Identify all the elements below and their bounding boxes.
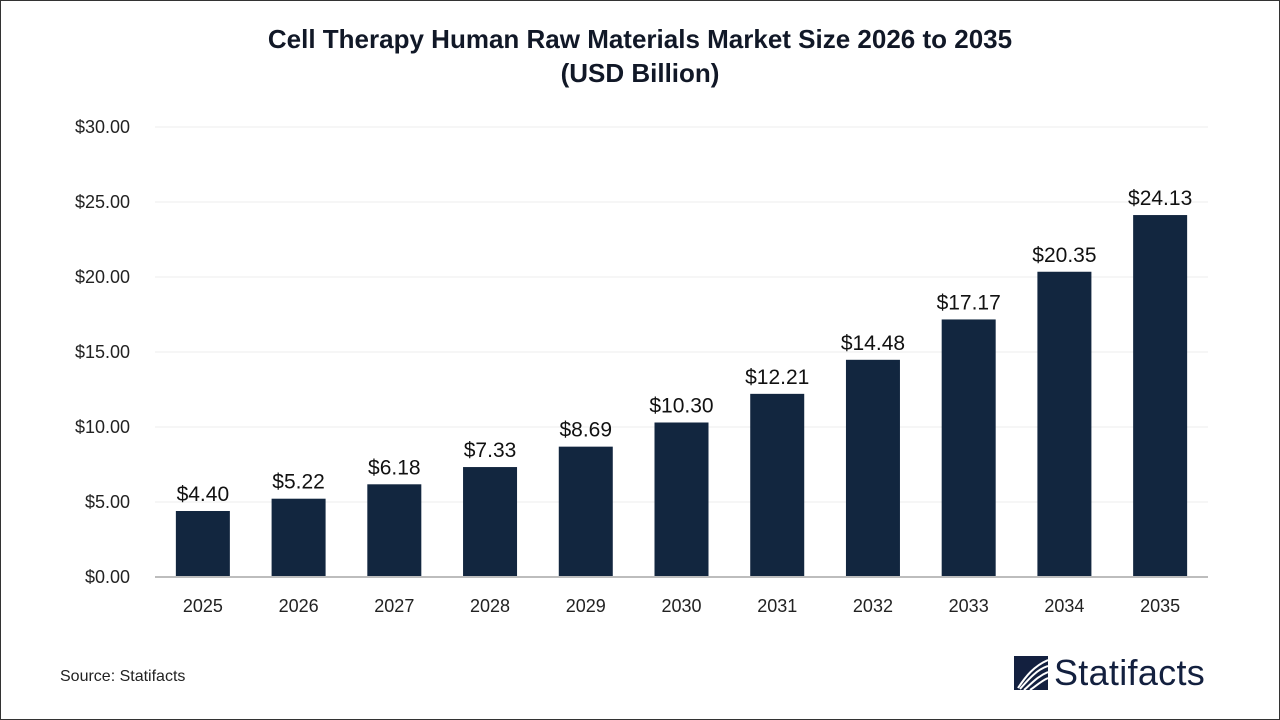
source-note: Source: Statifacts xyxy=(60,668,186,685)
chart-title: Cell Therapy Human Raw Materials Market … xyxy=(267,24,1013,54)
y-tick-label: $10.00 xyxy=(75,417,130,437)
y-tick-label: $15.00 xyxy=(75,342,130,362)
data-label: $8.69 xyxy=(559,419,612,442)
data-label: $24.13 xyxy=(1128,187,1192,210)
x-tick-label: 2034 xyxy=(1044,596,1084,616)
data-label: $10.30 xyxy=(649,395,713,418)
data-label: $20.35 xyxy=(1032,244,1096,267)
bar xyxy=(463,467,518,577)
y-tick-label: $30.00 xyxy=(75,117,130,137)
chart-subtitle: (USD Billion) xyxy=(560,58,720,88)
data-label: $6.18 xyxy=(368,456,421,479)
x-tick-label: 2035 xyxy=(1140,596,1180,616)
data-label: $14.48 xyxy=(841,332,905,355)
bar xyxy=(1133,215,1188,578)
data-label: $17.17 xyxy=(937,291,1001,314)
y-tick-label: $25.00 xyxy=(75,192,130,212)
data-label: $5.22 xyxy=(272,471,325,494)
data-label: $7.33 xyxy=(464,439,517,462)
bar xyxy=(654,422,709,577)
x-tick-label: 2031 xyxy=(757,596,797,616)
x-tick-label: 2033 xyxy=(949,596,989,616)
bar xyxy=(271,498,326,577)
statifacts-logo: Statifacts xyxy=(1014,652,1205,694)
data-label: $12.21 xyxy=(745,366,809,389)
bar xyxy=(367,484,422,577)
x-tick-label: 2025 xyxy=(183,596,223,616)
bar xyxy=(845,359,900,577)
bar xyxy=(941,319,996,577)
x-tick-label: 2026 xyxy=(279,596,319,616)
x-tick-label: 2032 xyxy=(853,596,893,616)
bar xyxy=(558,446,613,577)
x-tick-label: 2028 xyxy=(470,596,510,616)
x-tick-label: 2029 xyxy=(566,596,606,616)
x-tick-label: 2030 xyxy=(661,596,701,616)
y-tick-label: $5.00 xyxy=(85,492,130,512)
bar xyxy=(175,511,230,577)
y-tick-label: $20.00 xyxy=(75,267,130,287)
bar xyxy=(750,393,805,577)
y-tick-label: $0.00 xyxy=(85,567,130,587)
logo-text: Statifacts xyxy=(1054,652,1206,693)
bar xyxy=(1037,271,1092,577)
x-tick-label: 2027 xyxy=(374,596,414,616)
statifacts-logo-icon xyxy=(1014,656,1048,690)
data-label: $4.40 xyxy=(177,483,230,506)
